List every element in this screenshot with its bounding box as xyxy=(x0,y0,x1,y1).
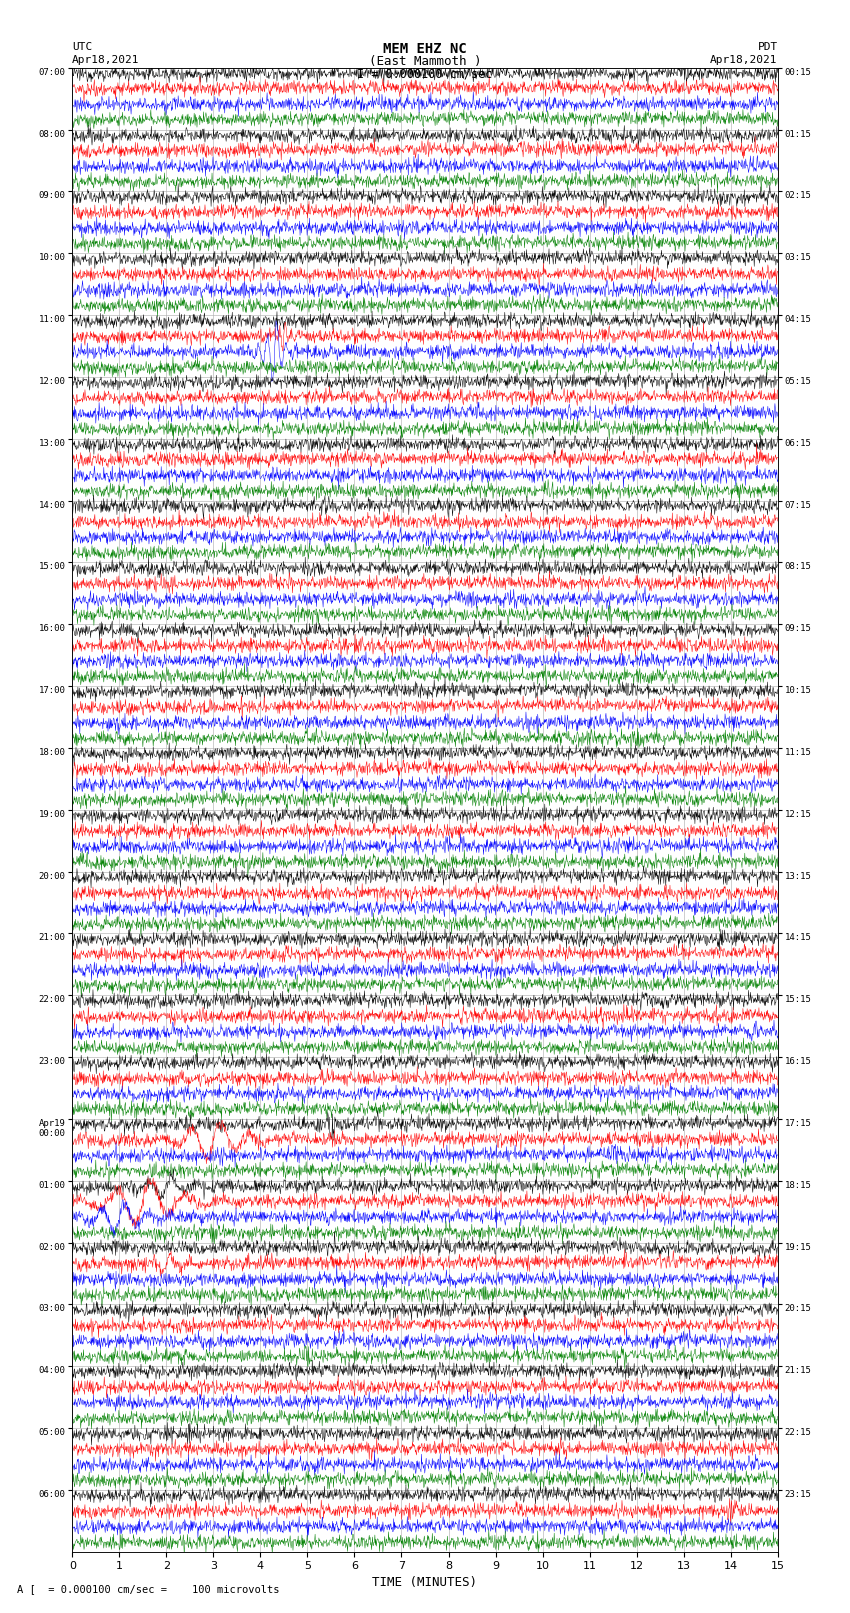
Text: A [  = 0.000100 cm/sec =    100 microvolts: A [ = 0.000100 cm/sec = 100 microvolts xyxy=(17,1584,280,1594)
Text: Apr18,2021: Apr18,2021 xyxy=(711,55,778,65)
Text: PDT: PDT xyxy=(757,42,778,52)
Text: (East Mammoth ): (East Mammoth ) xyxy=(369,55,481,68)
Text: UTC: UTC xyxy=(72,42,93,52)
X-axis label: TIME (MINUTES): TIME (MINUTES) xyxy=(372,1576,478,1589)
Text: Apr18,2021: Apr18,2021 xyxy=(72,55,139,65)
Text: MEM EHZ NC: MEM EHZ NC xyxy=(383,42,467,56)
Text: I = 0.000100 cm/sec: I = 0.000100 cm/sec xyxy=(357,68,493,81)
